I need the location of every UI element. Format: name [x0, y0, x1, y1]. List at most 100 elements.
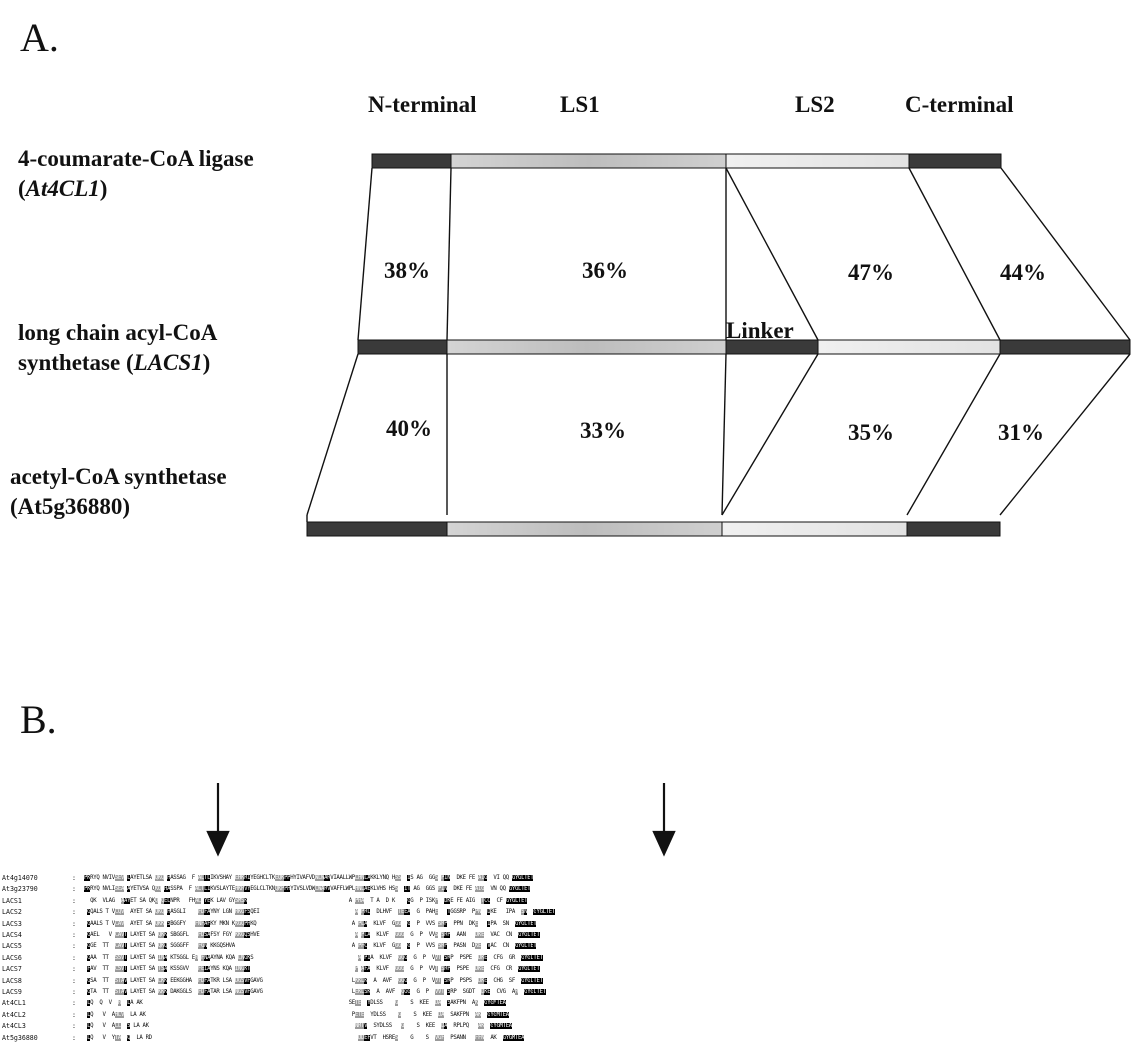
bar-lacs1-ls2: [817, 339, 1001, 355]
protein-name-lacs1-line2: synthetase (LACS1): [18, 350, 211, 375]
alignment-row: LACS8: GSA TT STAV LAYET SA LKK EEKGGHA …: [0, 977, 1132, 986]
alignment-row: At4g14070: PKRYQ NVIVSEV LAYETLSA QKQ HAS…: [0, 874, 1132, 883]
ls1-header: LS1: [560, 92, 600, 117]
linker-label: Linker: [726, 318, 794, 343]
alignment-row-separator: :: [72, 896, 76, 905]
identity-top-ls1: 36%: [582, 258, 628, 283]
alignment-row-name: LACS7: [2, 965, 22, 974]
alignment-row-sequence: GQALS T VCQV AYET SA QKQ HASGLI FDFAYNY …: [87, 909, 555, 916]
alignment-row-sequence: LQ V ALL S LA AK NRTV SYDLSS G S KEE DA …: [87, 1023, 512, 1030]
alignment-row-name: At5g36880: [2, 1033, 38, 1042]
connector-n-ls1: [446, 167, 452, 341]
bar-at5g36880: [306, 515, 1001, 537]
alignment-row-name: At4g14070: [2, 874, 38, 882]
connector-c-right: [1000, 167, 1131, 341]
alignment-row-name: LACS2: [2, 908, 22, 917]
identity-top-ls2: 47%: [848, 260, 894, 285]
alignment-row-name: LACS5: [2, 942, 22, 951]
alignment-row-sequence: FAV TT CSVT LAYET SA TSA KSSGVV FEIAYNS …: [87, 966, 540, 973]
identity-bottom-ls1: 33%: [580, 418, 626, 443]
bar-lacs1-ls1: [446, 339, 727, 355]
alignment-row: LACS6: GAA TT SSVT LAYET SA INA KTSGGL E…: [0, 954, 1132, 963]
bar-at5g36880-ls1: [446, 521, 723, 537]
alignment-row-name: At4CL3: [2, 1022, 26, 1031]
alignment-row-separator: :: [72, 874, 76, 882]
connector-ls2-c: [908, 167, 1001, 341]
sequence-alignment: At4g14070: PKRYQ NVIVSEV LAYETLSA QKQ HAS…: [0, 874, 1132, 1053]
alignment-row-sequence: LQ V AHLV LA AK PETE YDLSS G S KEE DA SA…: [87, 1011, 509, 1018]
bar-at5g36880-n-terminal: [306, 521, 448, 537]
bar-4cl1-ls2: [725, 153, 910, 169]
bar-4cl1-c-terminal: [908, 153, 1002, 169]
alignment-row-name: LACS9: [2, 988, 22, 996]
alignment-row-sequence: GAEL V CAVT LAYET SA QKK SBGGFL FDSAFSY …: [87, 932, 540, 938]
alignment-row: At4CL3: LQ V ALL S LA AK NRTV SYDLSS G S…: [0, 1022, 1132, 1031]
alignment-row-name: LACS4: [2, 931, 22, 939]
alignment-row: At5g36880: LQ V YTA Q LA RD DDEFVT HSRES…: [0, 1034, 1132, 1043]
connector-bottom-n-left: [306, 353, 359, 516]
alignment-row-sequence: PKRYQ NVLISEA AYETVSA QKQ HASSPA F ALTLI…: [84, 886, 531, 893]
alignment-row-name: At4CL2: [2, 1010, 26, 1019]
alignment-row-sequence: GTA TT STAV LAYET SA KKK DAKGGLS FDFATAR…: [87, 989, 546, 995]
alignment-row-separator: :: [72, 919, 76, 928]
alignment-row-name: LACS3: [2, 919, 22, 928]
identity-bottom-ls2: 35%: [848, 420, 894, 445]
protein-name-4cl1-line2: (At4CL1): [18, 176, 108, 201]
alignment-row-separator: :: [72, 908, 76, 917]
arrow-right-head: [652, 830, 676, 857]
connector-n-left: [357, 167, 373, 341]
alignment-row-separator: :: [72, 1033, 76, 1042]
alignment-row-sequence: LQ V YTA Q LA RD DDEFVT HSRES G S VGF PS…: [87, 1034, 525, 1041]
alignment-row-separator: :: [72, 885, 76, 894]
c-terminal-header: C-terminal: [905, 92, 1014, 117]
protein-name-at5g36880-line2: (At5g36880): [10, 494, 131, 519]
alignment-row-name: LACS1: [2, 896, 22, 905]
alignment-row-separator: :: [72, 1010, 76, 1019]
alignment-row-sequence: PKRYQ NVIVSEV LAYETLSA QKQ HASSAG F ALTL…: [84, 875, 534, 881]
bar-4cl1-n-terminal: [371, 153, 452, 169]
alignment-row-name: At4CL1: [2, 999, 26, 1008]
bar-at5g36880-c-terminal: [906, 521, 1001, 537]
alignment-row-separator: :: [72, 965, 76, 974]
bar-4cl1-ls1: [450, 153, 727, 169]
arrow-left-head: [206, 830, 230, 857]
identity-top-n-terminal: 38%: [384, 258, 430, 283]
identity-top-c-terminal: 44%: [1000, 260, 1046, 285]
alignment-row: LACS1: QK VLAG AAYET SA QKQ QELNPR FHAL …: [0, 897, 1132, 906]
protein-name-at5g36880-line1: acetyl-CoA synthetase: [10, 464, 227, 489]
protein-name-at5g36880: acetyl-CoA synthetase (At5g36880): [10, 462, 227, 522]
alignment-row-separator: :: [72, 931, 76, 939]
alignment-row-sequence: GSA TT STAV LAYET SA LKK EEKGGHA FDFATKR…: [87, 977, 543, 984]
alignment-row: At3g23790: PKRYQ NVLISEA AYETVSA QKQ HASS…: [0, 885, 1132, 894]
alignment-arrows: [206, 783, 676, 857]
identity-bottom-n-terminal: 40%: [386, 416, 432, 441]
alignment-row-separator: :: [72, 942, 76, 951]
panel-b-label: B.: [20, 697, 57, 742]
panel-a-label: A.: [20, 15, 59, 60]
alignment-row-name: LACS6: [2, 953, 22, 962]
alignment-row: LACS4: GAEL V CAVT LAYET SA QKK SBGGFL F…: [0, 931, 1132, 940]
alignment-row: LACS9: GTA TT STAV LAYET SA KKK DAKGGLS …: [0, 988, 1132, 997]
bar-4cl1: [371, 153, 1002, 169]
bar-lacs1-n-terminal: [357, 339, 448, 355]
alignment-row-separator: :: [72, 953, 76, 962]
connector-lines-bottom: [306, 353, 1131, 516]
alignment-row: At4CL2: LQ V AHLV LA AK PETE YDLSS G S K…: [0, 1011, 1132, 1020]
alignment-row-separator: :: [72, 1022, 76, 1031]
n-terminal-header: N-terminal: [368, 92, 477, 117]
alignment-row-sequence: GAA TT SSVT LAYET SA INA KTSGGL ER FNAAY…: [87, 954, 543, 961]
connector-bottom-ls1-ls2: [721, 353, 727, 516]
alignment-row: LACS7: FAV TT CSVT LAYET SA TSA KSSGVV F…: [0, 965, 1132, 974]
alignment-row-separator: :: [72, 999, 76, 1008]
protein-name-4cl1-line1: 4-coumarate-CoA ligase: [18, 146, 254, 171]
alignment-row-sequence: LQ Q V R LA AK SETE YDLSS G S KEE DA SAK…: [87, 1000, 506, 1007]
protein-name-lacs1-line1: long chain acyl-CoA: [18, 320, 218, 345]
alignment-row: At4CL1: LQ Q V R LA AK SETE YDLSS G S KE…: [0, 999, 1132, 1008]
bar-lacs1-c-terminal: [999, 339, 1131, 355]
identity-bottom-c-terminal: 31%: [998, 420, 1044, 445]
connector-lines-top: [357, 167, 1131, 341]
alignment-row-name: LACS8: [2, 976, 22, 985]
alignment-row-sequence: GAALS T VCAV AYET SA QKK SBGGFY FNFAFKY …: [87, 920, 537, 927]
ls2-header: LS2: [795, 92, 835, 117]
